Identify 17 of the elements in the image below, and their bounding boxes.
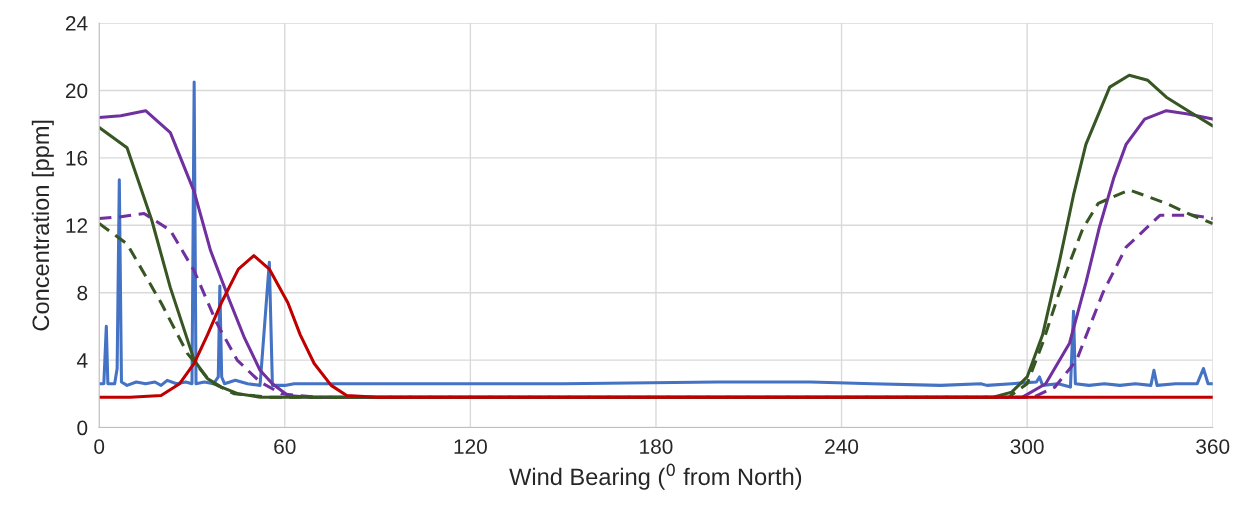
- y-tick-label: 0: [77, 420, 88, 436]
- x-axis-title: Wind Bearing ($^{0}$ from North): [509, 463, 802, 490]
- x-tick-label: 0: [94, 439, 105, 454]
- x-tick-label: 120: [454, 439, 487, 454]
- x-tick-label: 240: [825, 439, 859, 454]
- x-tick-label: 300: [1010, 439, 1044, 454]
- x-tick-label: 360: [1196, 439, 1230, 454]
- y-tick-label: 24: [65, 16, 88, 31]
- y-axis-title: Concentration [ppm]: [31, 120, 54, 331]
- y-tick-label: 12: [66, 218, 88, 233]
- x-tick-label: 60: [274, 439, 296, 454]
- y-tick-label: 4: [76, 353, 88, 368]
- x-tick-label: 180: [640, 439, 673, 454]
- line-series: [99, 254, 1213, 399]
- y-tick-label: 20: [65, 83, 88, 99]
- y-tick-label: 8: [77, 285, 88, 301]
- y-tick-label: 16: [66, 150, 88, 166]
